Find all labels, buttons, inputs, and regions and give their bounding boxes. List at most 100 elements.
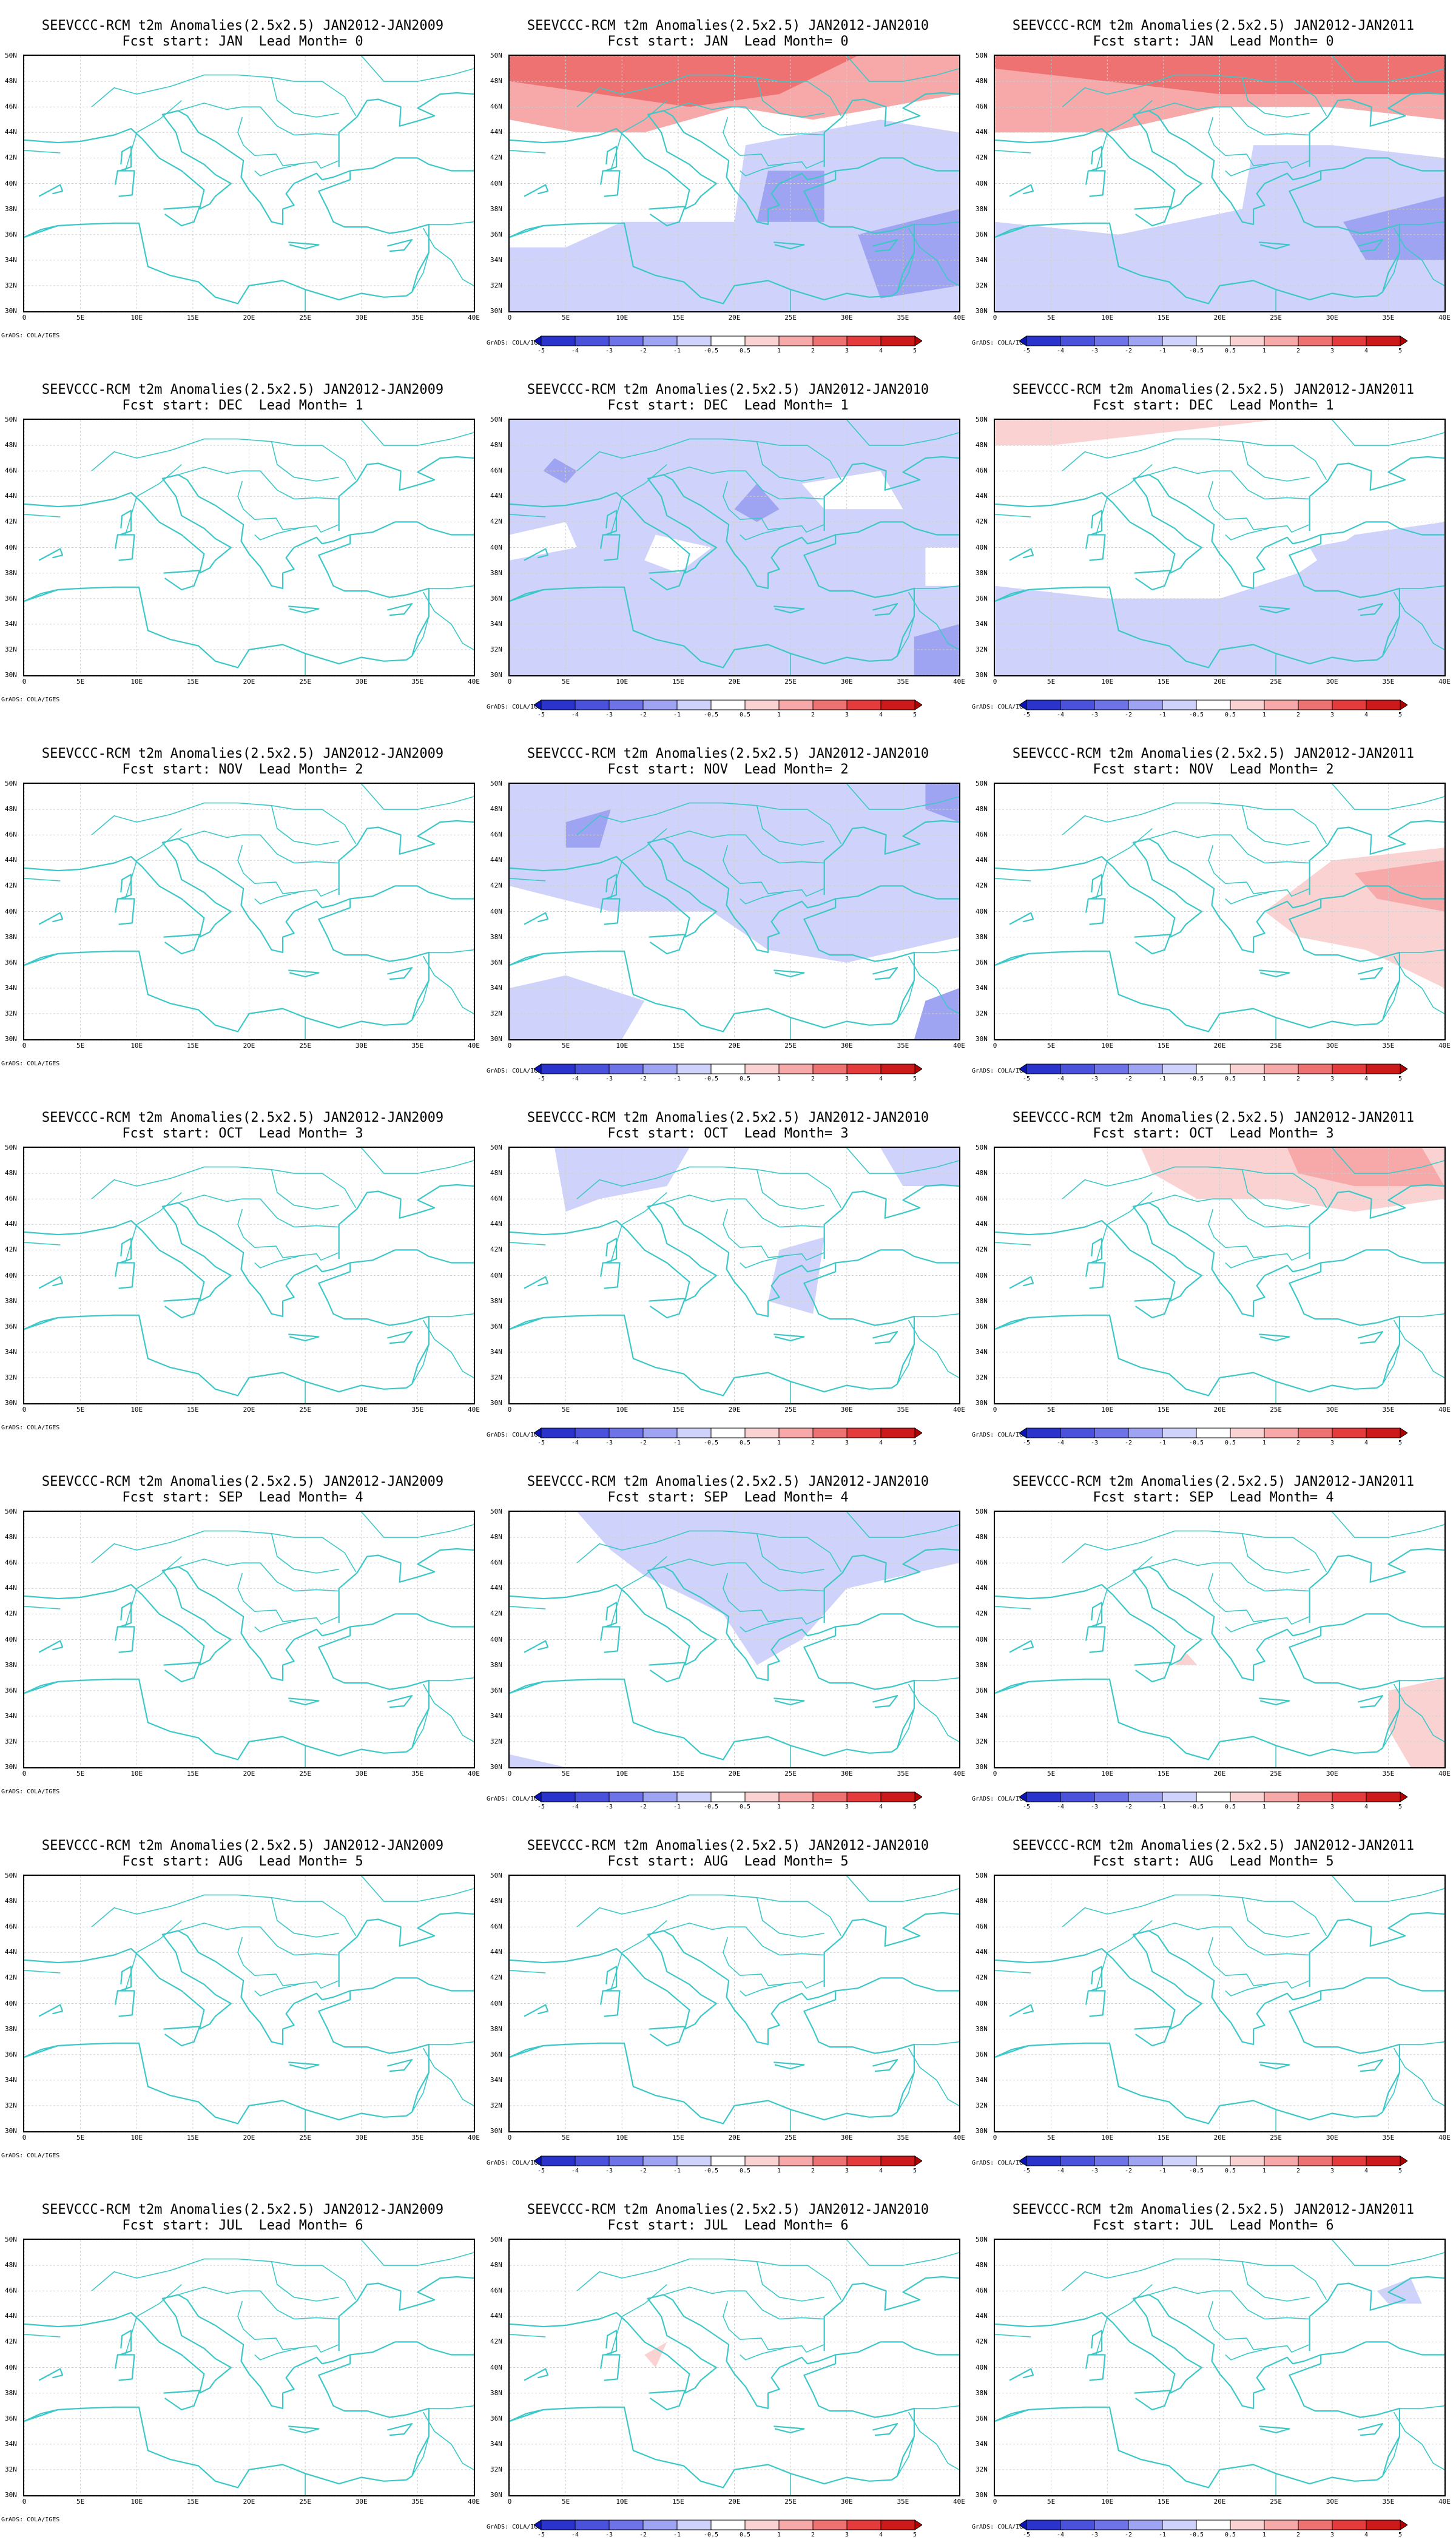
colorbar-tick-label: -0.5 (1188, 1804, 1204, 1810)
colorbar-tick-label: 0.5 (739, 712, 751, 718)
country-border (510, 1242, 546, 1245)
colorbar-segment (1060, 2155, 1095, 2166)
colorbar: -5 -4 -3 -2 -1 -0.5 0.5 1 2 3 4 5 (1019, 335, 1408, 356)
colorbar-tick-label: -3 (1090, 1076, 1099, 1082)
colorbar-svg (533, 335, 923, 346)
colorbar: -5 -4 -3 -2 -1 -0.5 0.5 1 2 3 4 5 (1019, 1427, 1408, 1448)
lon-tick-label: 40E (468, 2498, 480, 2506)
country-border (422, 2412, 474, 2470)
lon-tick-label: 40E (953, 678, 965, 686)
colorbar-segment (608, 1791, 644, 1802)
coastline (600, 1262, 621, 1289)
country-border (237, 1936, 340, 1989)
lon-tick-label: 10E (1101, 678, 1114, 686)
colorbar-segment (608, 335, 644, 346)
country-border (1399, 585, 1444, 589)
country-border (1208, 1572, 1310, 1625)
colorbar-tick-label: -2 (1124, 1440, 1133, 1446)
colorbar-segment (1128, 2519, 1163, 2530)
country-border (91, 802, 357, 844)
coastline (1134, 2390, 1171, 2411)
country-border (178, 1923, 339, 1956)
coastline (1358, 239, 1384, 252)
lon-tick-label: 0 (507, 2498, 512, 2506)
lon-tick-label: 35E (897, 1406, 909, 1414)
coastline (524, 1640, 549, 1653)
lon-tick-label: 25E (784, 1770, 797, 1778)
panel-subtitle: Fcst start: JUL Lead Month= 6 (607, 2218, 849, 2233)
lat-tick-label: 48N (976, 1533, 988, 1542)
country-border (914, 1313, 959, 1317)
colorbar-tick-label: -3 (1090, 2168, 1099, 2174)
colorbar: -5 -4 -3 -2 -1 -0.5 0.5 1 2 3 4 5 (1019, 2155, 1408, 2176)
coastline (1085, 170, 1106, 197)
anomaly-region (510, 56, 858, 107)
lat-tick-label: 36N (5, 1322, 17, 1330)
lat-tick-label: 36N (5, 230, 17, 238)
colorbar-cap (533, 335, 542, 346)
lat-tick-label: 40N (5, 2363, 17, 2371)
coastline (1090, 1238, 1103, 1264)
lon-tick-label: 35E (411, 1042, 424, 1050)
coastline (600, 2354, 621, 2381)
lon-tick-label: 35E (411, 1770, 424, 1778)
colorbar-tick-label: 0.5 (739, 1440, 751, 1446)
coastline (995, 224, 1029, 238)
anomaly-region (880, 1148, 959, 1187)
panel-subtitle: Fcst start: AUG Lead Month= 5 (607, 1854, 849, 1869)
colorbar-segment (1196, 335, 1231, 346)
country-border (1208, 1936, 1310, 1989)
colorbar-tick-label: 1 (777, 712, 781, 718)
lat-tick-label: 46N (5, 2287, 17, 2295)
lon-tick-label: 0 (507, 1042, 512, 1050)
lon-tick-label: 30E (355, 2498, 368, 2506)
lat-tick-label: 36N (490, 1322, 502, 1330)
lat-tick-label: 36N (976, 1686, 988, 1694)
lat-tick-label: 44N (5, 492, 17, 500)
country-border (740, 164, 784, 177)
country-border (740, 528, 784, 541)
coastline (835, 521, 959, 536)
coastline (115, 1262, 135, 1289)
colorbar-tick-label: -1 (1158, 1804, 1167, 1810)
colorbar-segment (1060, 1063, 1095, 1074)
anomaly-region (925, 784, 959, 823)
lon-tick-label: 10E (1101, 1042, 1114, 1050)
map-panel: SEEVCCC-RCM t2m Anomalies(2.5x2.5) JAN20… (485, 364, 971, 728)
colorbar-tick-label: 5 (1398, 1076, 1403, 1082)
colorbar-segment (608, 2519, 644, 2530)
colorbar-segment (1332, 2519, 1367, 2530)
country-border (510, 150, 546, 153)
coastline (387, 1695, 413, 1708)
lat-tick-label: 50N (490, 780, 502, 787)
colorbar-tick-label: -3 (605, 2532, 613, 2538)
lat-tick-label: 44N (5, 1948, 17, 1956)
coastline (1259, 605, 1290, 613)
lat-tick-label: 44N (490, 856, 502, 864)
lat-tick-label: 44N (490, 2312, 502, 2320)
coastline (350, 885, 474, 900)
colorbar-tick-label: 4 (1364, 1076, 1369, 1082)
country-border (1225, 1984, 1270, 1997)
colorbar-segment (778, 699, 814, 710)
country-border (740, 1620, 784, 1633)
country-border (846, 56, 959, 82)
coastline (835, 1249, 959, 1264)
coastline (1321, 1249, 1444, 1264)
coastline (120, 1602, 132, 1628)
map-svg (24, 420, 474, 675)
coastline (338, 92, 474, 167)
lat-tick-label: 30N (490, 2491, 502, 2499)
lon-tick-label: 40E (1438, 314, 1451, 322)
colorbar-tick-label: 2 (1296, 1440, 1301, 1446)
country-border (178, 467, 339, 500)
colorbar-tick-label: 2 (811, 1076, 815, 1082)
lat-tick-label: 48N (976, 441, 988, 450)
coastline (38, 1640, 64, 1653)
coastline (1309, 92, 1444, 167)
colorbar-tick-label: -5 (1022, 348, 1031, 354)
map-panel: SEEVCCC-RCM t2m Anomalies(2.5x2.5) JAN20… (485, 0, 971, 364)
colorbar-tick-label: -2 (639, 1804, 647, 1810)
lat-tick-label: 50N (976, 416, 988, 423)
colorbar-svg (1019, 335, 1408, 346)
